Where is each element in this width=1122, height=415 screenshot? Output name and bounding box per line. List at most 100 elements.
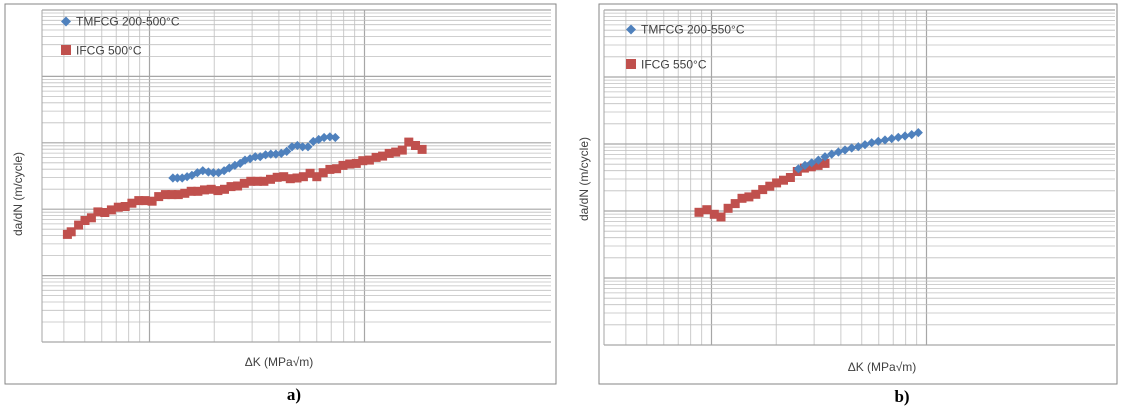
ifcg-data-point — [744, 192, 754, 202]
ifcg-data-point — [272, 172, 282, 182]
tmfcg-data-point — [261, 150, 271, 160]
ifcg-data-point — [371, 152, 381, 162]
ifcg-data-point — [226, 182, 236, 192]
ifcg-data-point — [127, 198, 137, 208]
ifcg-data-point — [266, 174, 275, 184]
ifcg-data-point — [404, 137, 414, 147]
ifcg-data-point — [186, 186, 196, 196]
ifcg-data-point — [318, 168, 328, 178]
ifcg-data-point — [167, 190, 177, 200]
tmfcg-data-point — [800, 160, 810, 170]
ifcg-data-point — [730, 199, 740, 209]
ifcg-data-point — [298, 172, 308, 182]
ifcg-data-point — [134, 196, 144, 206]
ifcg-data-point — [338, 160, 348, 170]
tmfcg-data-point — [292, 140, 302, 151]
ifcg-data-point — [106, 205, 116, 215]
ifcg-data-point — [723, 203, 733, 213]
ifcg-data-point — [292, 173, 302, 183]
legend-diamond-marker-b — [626, 24, 636, 35]
tmfcg-data-point — [271, 149, 281, 159]
chart-legend-b: TMFCG 200-550°C IFCG 550°C — [626, 23, 745, 72]
tmfcg-data-point — [282, 146, 292, 156]
ifcg-data-point — [154, 192, 164, 202]
chart-panel-b: TMFCG 200-550°C IFCG 550°C ΔK (MPa√m) da… — [577, 3, 1118, 406]
ifcg-data-point — [173, 190, 183, 200]
ifcg-data-point — [279, 172, 289, 182]
tmfcg-data-point — [813, 155, 823, 165]
ifcg-data-point — [351, 158, 361, 168]
ifcg-data-point — [364, 155, 374, 165]
ifcg-data-point — [86, 213, 96, 223]
legend-label-ifcg-b: IFCG 550°C — [641, 58, 707, 72]
legend-label-tmfcg-a: TMFCG 200-500°C — [76, 15, 180, 29]
tmfcg-data-point — [325, 132, 335, 142]
ifcg-data-point — [80, 216, 90, 225]
legend-diamond-marker-a — [61, 16, 71, 27]
ifcg-data-point — [74, 220, 84, 230]
ifcg-data-point — [233, 181, 243, 191]
tmfcg-data-point — [847, 143, 857, 153]
tmfcg-data-point — [893, 132, 903, 142]
tmfcg-data-point — [873, 136, 883, 146]
tmfcg-data-point — [250, 152, 260, 162]
ifcg-data-point — [694, 207, 704, 217]
tmfcg-data-point — [860, 140, 870, 150]
legend-item-ifcg-b: IFCG 550°C — [626, 58, 707, 72]
tmfcg-data-point — [276, 148, 286, 158]
legend-label-tmfcg-b: TMFCG 200-550°C — [641, 23, 745, 37]
ifcg-data-point — [93, 207, 103, 217]
ifcg-data-point — [100, 208, 110, 217]
tmfcg-data-point — [887, 134, 897, 144]
ifcg-data-point — [220, 184, 229, 194]
ifcg-data-point — [813, 160, 823, 170]
ifcg-data-point — [113, 202, 123, 212]
tmfcg-data-point — [880, 135, 890, 145]
x-axis-title-a: ΔK (MPa√m) — [245, 355, 314, 369]
ifcg-data-point — [417, 144, 427, 154]
ifcg-data-point — [325, 164, 335, 174]
ifcg-data-point — [160, 190, 170, 200]
ifcg-data-point — [709, 209, 719, 219]
panel-label-a: a) — [287, 385, 301, 404]
data-series-a — [62, 132, 427, 239]
tmfcg-data-point — [853, 142, 863, 152]
tmfcg-data-point — [907, 130, 917, 140]
ifcg-data-point — [206, 184, 216, 194]
tmfcg-data-point — [330, 132, 340, 143]
legend-item-tmfcg-a: TMFCG 200-500°C — [61, 15, 180, 29]
plot-grid-b — [603, 9, 1115, 346]
data-series-b — [694, 128, 923, 222]
ifcg-data-point — [193, 186, 203, 196]
ifcg-data-point — [312, 172, 322, 182]
tmfcg-data-point — [303, 142, 313, 152]
ifcg-data-point — [259, 176, 269, 186]
tmfcg-data-point — [833, 147, 843, 157]
legend-square-marker-a — [61, 45, 71, 55]
ifcg-data-point — [391, 147, 401, 157]
y-axis-title-b: da/dN (m/cycle) — [577, 137, 591, 221]
ifcg-data-point — [411, 141, 420, 150]
ifcg-data-point — [702, 205, 712, 215]
ifcg-data-point — [737, 193, 747, 203]
tmfcg-data-point — [793, 164, 803, 174]
ifcg-data-point — [246, 176, 256, 186]
tmfcg-data-point — [266, 149, 276, 159]
ifcg-data-point — [200, 185, 209, 195]
ifcg-data-point — [305, 168, 315, 178]
chart-panel-a: TMFCG 200-500°C IFCG 500°C ΔK (MPa√m) da… — [4, 3, 557, 404]
tmfcg-data-point — [807, 158, 817, 168]
legend-label-ifcg-a: IFCG 500°C — [76, 44, 142, 58]
legend-item-ifcg-a: IFCG 500°C — [61, 44, 142, 58]
ifcg-data-point — [239, 178, 249, 188]
tmfcg-data-point — [208, 168, 218, 178]
chart-legend-a: TMFCG 200-500°C IFCG 500°C — [61, 15, 180, 58]
legend-square-marker-b — [626, 59, 636, 69]
tmfcg-data-point — [900, 131, 910, 141]
legend-item-tmfcg-b: TMFCG 200-550°C — [626, 23, 745, 37]
y-axis-title-a: da/dN (m/cycle) — [11, 152, 25, 236]
ifcg-data-point — [751, 189, 761, 199]
ifcg-data-point — [765, 181, 775, 191]
ifcg-data-point — [140, 196, 150, 206]
